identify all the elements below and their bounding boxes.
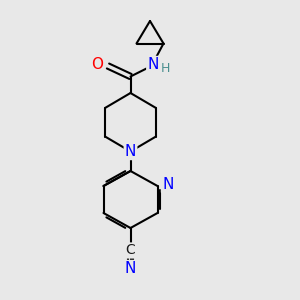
Text: H: H xyxy=(161,62,171,76)
Text: C: C xyxy=(126,244,135,257)
Text: N: N xyxy=(162,177,173,192)
Text: N: N xyxy=(147,57,159,72)
Text: N: N xyxy=(125,261,136,276)
Text: N: N xyxy=(125,144,136,159)
Text: O: O xyxy=(92,57,104,72)
